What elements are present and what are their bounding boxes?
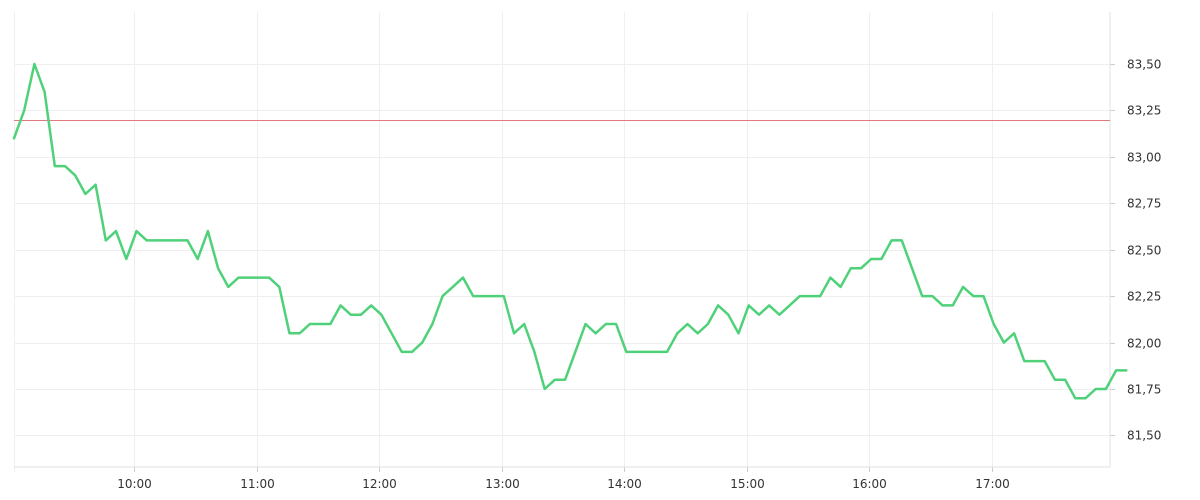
x-tick-labels: 10:00 11:00 12:00 13:00 14:00 15:00 16:00 17:00 bbox=[117, 477, 1010, 491]
x-tick-label: 12:00 bbox=[362, 477, 397, 491]
x-tick-label: 10:00 bbox=[117, 477, 152, 491]
x-tick-label: 16:00 bbox=[852, 477, 887, 491]
y-tick-labels: 81,50 81,75 82,00 82,25 82,50 82,75 83,00 83,25… bbox=[1127, 58, 1161, 443]
y-tick-label: 82,75 bbox=[1127, 197, 1161, 211]
x-tick-label: 15:00 bbox=[730, 477, 765, 491]
series-line bbox=[12, 62, 1128, 400]
y-tick-label: 81,75 bbox=[1127, 383, 1161, 397]
vertical-gridlines bbox=[14, 12, 993, 472]
y-tick-label: 83,25 bbox=[1127, 104, 1161, 118]
horizontal-gridlines bbox=[14, 64, 1115, 436]
y-tick-label: 82,25 bbox=[1127, 290, 1161, 304]
y-tick-label: 83,00 bbox=[1127, 151, 1161, 165]
y-tick-label: 82,00 bbox=[1127, 337, 1161, 351]
series-group bbox=[12, 62, 1128, 400]
x-tick-label: 11:00 bbox=[240, 477, 275, 491]
y-tick-label: 81,50 bbox=[1127, 429, 1161, 443]
x-tick-label: 13:00 bbox=[485, 477, 520, 491]
y-tick-label: 82,50 bbox=[1127, 244, 1161, 258]
x-tick-label: 17:00 bbox=[975, 477, 1010, 491]
x-tick-label: 14:00 bbox=[607, 477, 642, 491]
y-tick-label: 83,50 bbox=[1127, 58, 1161, 72]
